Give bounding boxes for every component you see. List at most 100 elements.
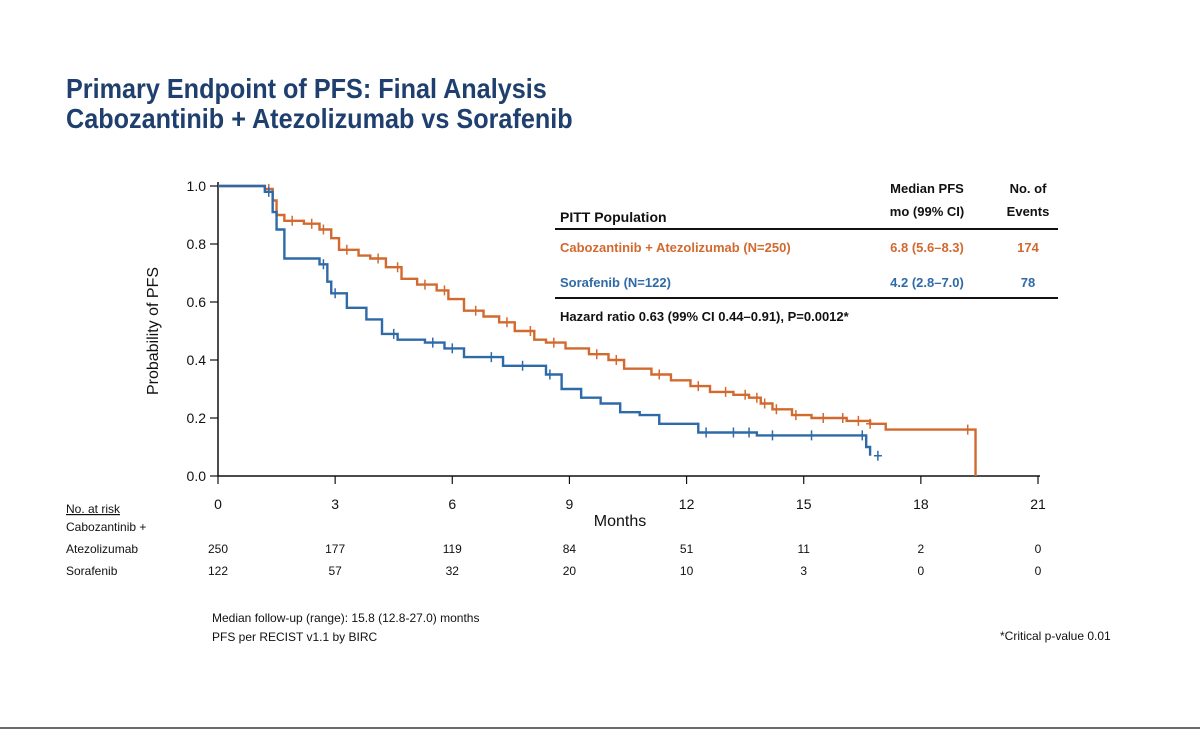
- censor-mark: [342, 244, 351, 255]
- censor-mark: [858, 430, 867, 441]
- y-tick-label: 0.2: [187, 410, 207, 426]
- curves: [218, 183, 977, 476]
- censor-mark: [741, 389, 750, 400]
- censor-mark: [592, 349, 601, 360]
- x-tick-label: 15: [796, 496, 812, 512]
- y-tick-label: 1.0: [187, 178, 207, 194]
- censor-mark: [745, 427, 754, 438]
- legend-header-events-1: No. of: [1010, 181, 1047, 196]
- censor-mark: [807, 430, 816, 441]
- censor-mark: [768, 430, 777, 441]
- at-risk-value: 119: [443, 542, 462, 556]
- at-risk-value: 20: [563, 564, 577, 578]
- at-risk-table: No. at risk Cabozantinib + Atezolizumab …: [66, 502, 1042, 578]
- at-risk-header: No. at risk: [66, 502, 121, 516]
- at-risk-value: 0: [1035, 564, 1042, 578]
- y-tick-label: 0.0: [187, 468, 207, 484]
- x-tick-label: 18: [913, 496, 929, 512]
- x-tick-label: 9: [566, 496, 574, 512]
- legend-header-median-1: Median PFS: [890, 181, 964, 196]
- censor-mark: [526, 326, 535, 336]
- at-risk-value: 57: [328, 564, 342, 578]
- censor-mark: [487, 352, 496, 363]
- censor-mark: [655, 369, 664, 380]
- censor-mark: [440, 285, 449, 296]
- x-tick-label: 6: [448, 496, 456, 512]
- censor-mark: [420, 279, 429, 290]
- at-risk-value: 32: [446, 564, 460, 578]
- censor-mark: [307, 218, 316, 229]
- at-risk-value: 10: [680, 564, 694, 578]
- censor-mark: [319, 259, 328, 270]
- x-tick-label: 21: [1030, 496, 1046, 512]
- censor-mark: [502, 317, 511, 328]
- legend-row-sorafenib-median: 4.2 (2.8–7.0): [890, 275, 964, 290]
- km-curve-cabozantinib-atezolizumab: [218, 184, 977, 476]
- bottom-divider: [0, 727, 1200, 729]
- y-tick-label: 0.6: [187, 294, 207, 310]
- at-risk-sorafenib-label: Sorafenib: [66, 564, 118, 578]
- at-risk-value: 177: [325, 542, 345, 556]
- censor-mark: [428, 337, 437, 348]
- censor-mark: [331, 288, 340, 299]
- censor-mark: [838, 413, 847, 423]
- legend-row-caboz-events: 174: [1017, 240, 1039, 255]
- censor-mark: [549, 337, 558, 348]
- censor-mark: [518, 360, 527, 371]
- censor-mark: [389, 328, 398, 339]
- censor-mark: [393, 262, 402, 273]
- censor-mark: [866, 418, 875, 429]
- legend-row-caboz-median: 6.8 (5.6–8.3): [890, 240, 964, 255]
- censor-mark: [729, 427, 738, 438]
- at-risk-value: 51: [680, 542, 694, 556]
- censor-mark: [760, 398, 769, 409]
- y-axis-label: Probability of PFS: [145, 267, 162, 395]
- censor-mark: [721, 386, 730, 397]
- at-risk-value: 3: [800, 564, 807, 578]
- y-tick-label: 0.8: [187, 236, 207, 252]
- x-tick-label: 3: [331, 496, 339, 512]
- censor-mark: [319, 224, 328, 235]
- censor-mark: [471, 305, 480, 316]
- at-risk-value: 0: [918, 564, 925, 578]
- critical-p-value-note: *Critical p-value 0.01: [1000, 629, 1111, 643]
- x-tick-label: 0: [214, 496, 222, 512]
- footnote-followup: Median follow-up (range): 15.8 (12.8-27.…: [212, 611, 479, 625]
- censor-mark: [612, 355, 621, 365]
- censor-mark: [702, 427, 711, 438]
- x-tick-label: 12: [679, 496, 695, 512]
- hazard-ratio: Hazard ratio 0.63 (99% CI 0.44–0.91), P=…: [560, 309, 850, 324]
- axes: 0 3 6 9 12 15 18 21 0.0 0.2 0.4 0.6 0.8 1.0 Months Prob…: [145, 178, 1046, 530]
- censor-mark: [694, 381, 703, 392]
- legend-row-caboz-label: Cabozantinib + Atezolizumab (N=250): [560, 240, 791, 255]
- at-risk-value: 84: [563, 542, 577, 556]
- at-risk-value: 2: [918, 542, 925, 556]
- at-risk-caboz-label-1: Cabozantinib +: [66, 520, 146, 534]
- y-tick-label: 0.4: [187, 352, 207, 368]
- legend-table: PITT Population Median PFS mo (99% CI) N…: [555, 181, 1058, 324]
- censor-mark: [374, 253, 383, 264]
- censor-mark: [264, 186, 273, 197]
- censor-mark: [791, 410, 800, 421]
- censor-mark: [963, 424, 972, 435]
- title-line-2: Cabozantinib + Atezolizumab vs Sorafenib: [66, 103, 573, 134]
- censor-mark: [819, 413, 828, 423]
- chart-title: Primary Endpoint of PFS: Final Analysis …: [66, 74, 573, 134]
- at-risk-value: 122: [208, 564, 228, 578]
- footnotes: Median follow-up (range): 15.8 (12.8-27.…: [212, 611, 1111, 644]
- censor-mark: [752, 392, 761, 403]
- legend-header-median-2: mo (99% CI): [890, 204, 964, 219]
- at-risk-value: 250: [208, 542, 228, 556]
- at-risk-value: 11: [797, 542, 810, 556]
- censor-mark: [873, 450, 882, 461]
- legend-row-sorafenib-label: Sorafenib (N=122): [560, 275, 671, 290]
- censor-mark: [288, 215, 297, 226]
- censor-mark: [448, 343, 457, 354]
- legend-row-sorafenib-events: 78: [1021, 275, 1035, 290]
- x-axis-label: Months: [594, 513, 646, 530]
- at-risk-value: 0: [1035, 542, 1042, 556]
- at-risk-caboz-label-2: Atezolizumab: [66, 542, 138, 556]
- censor-mark: [772, 404, 781, 415]
